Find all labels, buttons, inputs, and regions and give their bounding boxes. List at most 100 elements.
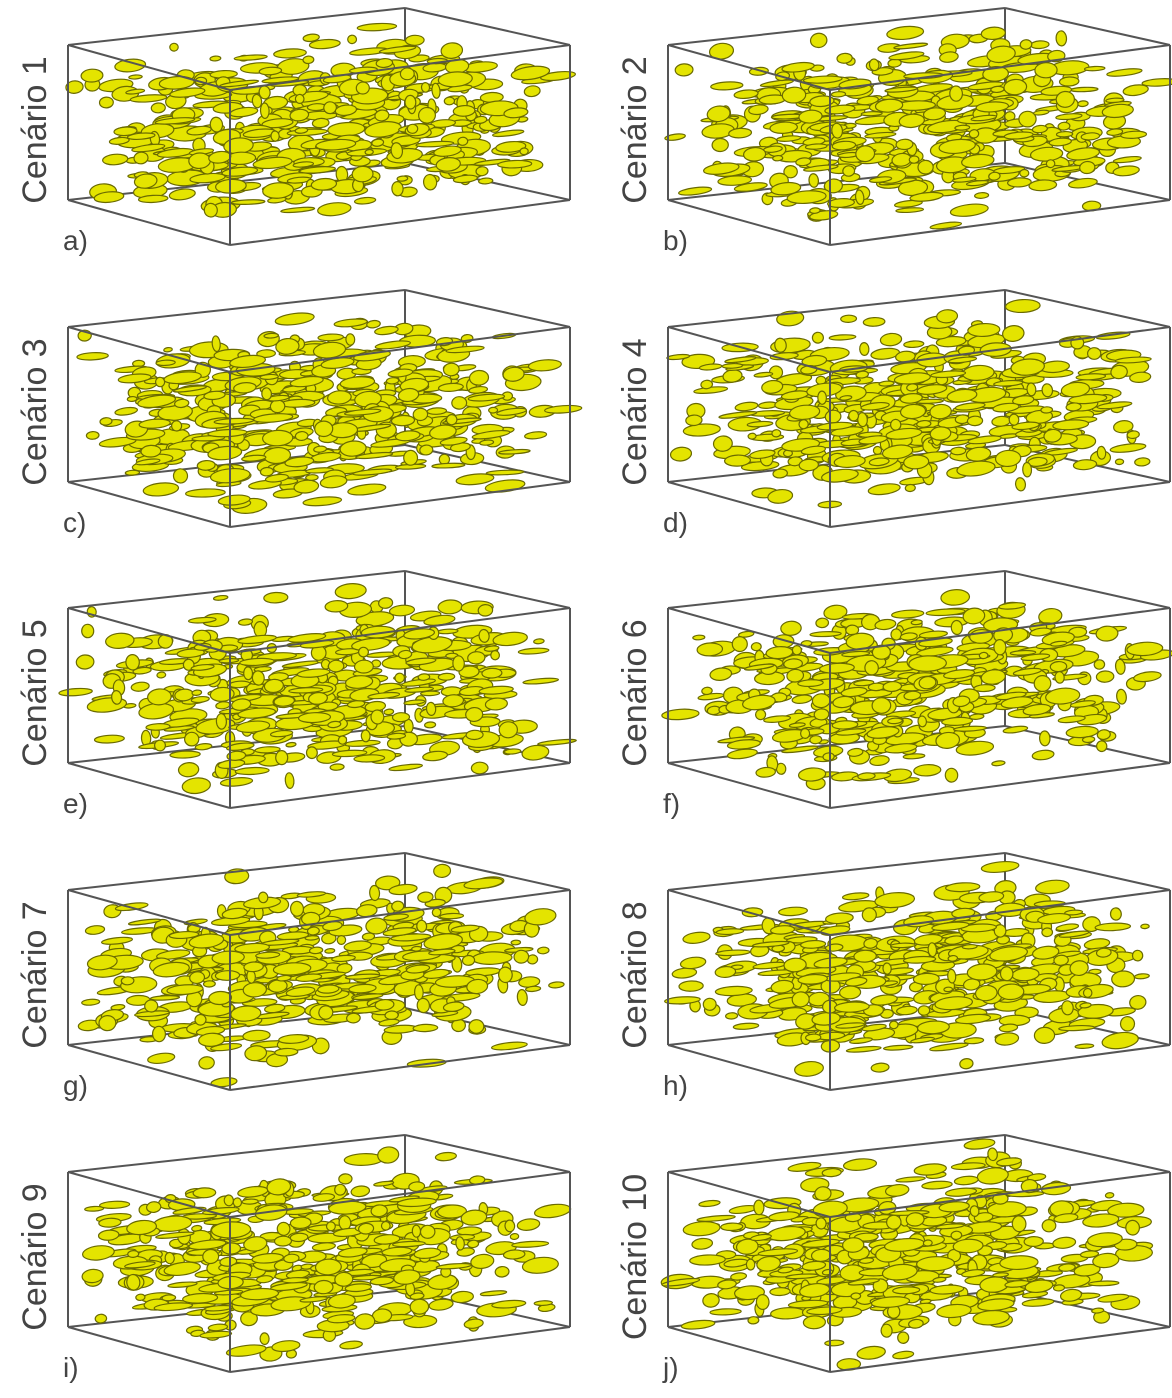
blob	[1058, 122, 1070, 131]
box-edge	[68, 1135, 405, 1172]
blob	[152, 1026, 166, 1042]
blob	[864, 660, 878, 675]
blob	[397, 176, 408, 182]
blob	[1087, 347, 1101, 359]
blob	[521, 744, 549, 762]
blob	[440, 42, 463, 60]
blob	[143, 481, 180, 497]
panel: Cenário 5 e)	[16, 571, 577, 819]
blob	[381, 1221, 390, 1230]
blob	[271, 1339, 300, 1352]
blob	[480, 1290, 507, 1297]
blob	[1083, 988, 1092, 997]
blob	[770, 1287, 791, 1296]
blob	[871, 1062, 889, 1072]
panel-letter: f)	[663, 788, 680, 819]
blob	[1022, 462, 1032, 477]
panel-letter: e)	[63, 788, 88, 819]
blob	[991, 86, 1005, 93]
box-edge	[405, 8, 570, 45]
blob	[518, 647, 549, 654]
blob	[1120, 1016, 1136, 1032]
blob	[233, 1198, 242, 1208]
blob	[155, 377, 165, 387]
blob	[191, 696, 209, 703]
blob	[922, 1180, 953, 1190]
blob	[456, 472, 495, 486]
blob	[203, 1249, 219, 1264]
blob	[405, 35, 424, 46]
blob	[1046, 159, 1055, 168]
blob	[478, 604, 493, 616]
blob	[303, 496, 342, 507]
blob	[944, 987, 953, 992]
blob	[235, 767, 269, 775]
blob	[392, 181, 404, 196]
blob	[354, 1313, 375, 1329]
blob	[335, 582, 367, 599]
blob	[1096, 670, 1114, 682]
blob	[391, 901, 404, 912]
blob	[917, 160, 933, 175]
blob	[751, 642, 761, 651]
blob	[1101, 1030, 1139, 1050]
blob	[781, 61, 814, 74]
blob	[1039, 731, 1050, 746]
blob	[208, 1323, 228, 1331]
blob	[1022, 1298, 1054, 1308]
blob	[451, 1291, 474, 1304]
blob	[99, 1015, 117, 1031]
blob	[748, 433, 757, 440]
blob	[337, 935, 346, 944]
blob	[897, 1332, 909, 1344]
blob	[701, 687, 712, 695]
panel: Cenário 2b)	[616, 8, 1172, 256]
box-edge	[1005, 8, 1170, 45]
blob	[216, 713, 227, 729]
blob	[369, 885, 380, 901]
blob	[99, 1201, 129, 1209]
blob	[170, 43, 179, 51]
blob	[1141, 924, 1150, 929]
blob	[995, 450, 1021, 468]
blob	[998, 984, 1024, 1001]
panel-title: Cenário 8	[616, 901, 654, 1048]
blob	[192, 689, 202, 695]
panel-title: Cenário 9	[16, 1183, 54, 1330]
blob	[950, 202, 989, 218]
blob	[281, 206, 315, 213]
blob	[438, 673, 455, 681]
blob	[438, 599, 463, 614]
blob	[1035, 879, 1070, 895]
blob	[295, 431, 308, 441]
blob	[967, 416, 983, 426]
blob	[896, 1176, 926, 1183]
blob	[810, 735, 822, 744]
blob	[1133, 670, 1162, 683]
blob	[892, 1350, 914, 1360]
blob	[1075, 1044, 1094, 1049]
blob	[150, 995, 179, 1001]
blob	[224, 1195, 234, 1206]
panel-title: Cenário 5	[16, 619, 54, 766]
blob	[511, 940, 521, 945]
blob	[407, 124, 418, 134]
blob	[1097, 446, 1106, 459]
blob	[193, 1188, 216, 1199]
panel: Cenário 8h)	[616, 853, 1170, 1101]
blob	[712, 138, 729, 152]
panel-letter: b)	[663, 225, 688, 256]
panel-title: Cenário 10	[616, 1174, 654, 1340]
blob	[275, 750, 288, 764]
blob	[524, 85, 541, 98]
panel: Cenário 3c)	[16, 290, 582, 538]
blob	[307, 927, 319, 936]
blob	[799, 459, 819, 471]
blob	[357, 23, 397, 32]
panel-title: Cenário 1	[16, 56, 54, 203]
blob	[911, 619, 922, 625]
blob	[361, 730, 371, 742]
blob	[307, 103, 326, 111]
blob	[1034, 675, 1052, 692]
blob	[773, 155, 783, 161]
